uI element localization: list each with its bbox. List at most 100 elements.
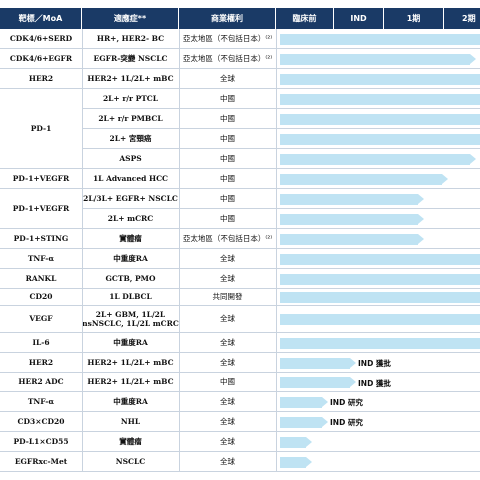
- row-target: VEGF: [29, 314, 53, 324]
- row-indication: 實體瘤: [119, 233, 142, 243]
- row-target: PD-1: [30, 123, 52, 133]
- row-divider: [0, 451, 480, 452]
- row-target: IL-6: [32, 337, 50, 347]
- progress-arrow-icon: [322, 417, 328, 427]
- row-rights: 全球: [220, 273, 235, 283]
- row-rights: 中國: [220, 173, 235, 183]
- header-rights: 商業權利: [179, 8, 276, 29]
- progress-bar: [280, 292, 480, 303]
- progress-bar: [280, 437, 306, 448]
- row-rights: 全球: [220, 357, 235, 367]
- row-indication: HR+, HER2- BC: [96, 33, 165, 43]
- table-row: PD-1+STING 實體瘤 亞太地區（不包括日本）⁽²⁾: [0, 229, 480, 249]
- row-rights: 全球: [220, 253, 235, 263]
- progress-arrow-icon: [442, 174, 448, 184]
- row-indication: 2L+ r/r PTCL: [102, 93, 159, 103]
- table-row: PD-1+VEGFR 2L/3L+ EGFR+ NSCLC 中國: [0, 189, 480, 213]
- row-target: HER2 ADC: [18, 377, 64, 387]
- progress-bar: [280, 214, 418, 225]
- progress-arrow-icon: [418, 194, 424, 204]
- progress-bar: [280, 254, 480, 265]
- row-indication: EGFR-突變 NSCLC: [93, 53, 168, 63]
- progress-bar: [280, 457, 306, 468]
- table-row: HER2 HER2+ 1L/2L+ mBC 全球: [0, 69, 480, 89]
- row-divider: [0, 288, 480, 289]
- table-row: EGFRxc-Met NSCLC 全球: [0, 452, 480, 472]
- progress-bar: [280, 417, 322, 428]
- row-divider: [0, 391, 480, 392]
- header-preclinical: 臨床前: [276, 8, 334, 29]
- table-row: ASPS 中國: [0, 149, 480, 169]
- column-divider: [276, 29, 277, 472]
- row-indication: 1L DLBCL: [109, 292, 152, 302]
- row-rights: 全球: [220, 456, 235, 466]
- row-indication: HER2+ 1L/2L+ mBC: [87, 377, 174, 387]
- row-rights: 全球: [220, 337, 235, 347]
- row-rights: 中國: [220, 153, 235, 163]
- table-row: CD20 1L DLBCL 共同開發: [0, 289, 480, 306]
- progress-bar: [280, 377, 350, 388]
- row-divider: [0, 431, 480, 432]
- row-target: RANKL: [25, 273, 57, 283]
- table-row: PD-1 2L+ r/r PTCL 中國: [0, 89, 480, 133]
- progress-arrow-icon: [418, 214, 424, 224]
- row-target: TNF-α: [27, 253, 55, 263]
- table-row: HER2 HER2+ 1L/2L+ mBC 全球 IND 獲批: [0, 353, 480, 373]
- progress-bar: [280, 234, 418, 245]
- row-divider: [0, 248, 480, 249]
- table-row: CDK4/6+SERD HR+, HER2- BC 亞太地區（不包括日本）⁽²⁾: [0, 29, 480, 49]
- table-row: TNF-α 中重度RA 全球: [0, 249, 480, 269]
- table-row: PD-L1×CD55 實體瘤 全球: [0, 432, 480, 452]
- progress-bar: [280, 194, 418, 205]
- table-row: 2L+ mCRC 中國: [0, 209, 480, 229]
- row-divider: [0, 188, 480, 189]
- row-divider: [0, 228, 480, 229]
- progress-arrow-icon: [322, 397, 328, 407]
- row-rights: 中國: [220, 377, 235, 387]
- row-target: PD-1+VEGFR: [12, 173, 70, 183]
- row-divider: [82, 108, 480, 109]
- row-divider: [82, 148, 480, 149]
- row-target: PD-L1×CD55: [13, 436, 69, 446]
- row-target: TNF-α: [27, 396, 55, 406]
- row-divider: [0, 68, 480, 69]
- row-indication: HER2+ 1L/2L+ mBC: [87, 73, 174, 83]
- header-target: 靶標／MoA: [0, 8, 82, 29]
- row-target: CDK4/6+EGFR: [9, 53, 73, 63]
- row-indication: ASPS: [119, 153, 142, 163]
- progress-arrow-icon: [350, 358, 356, 368]
- row-rights: 亞太地區（不包括日本）⁽²⁾: [182, 53, 273, 63]
- row-indication: 中重度RA: [113, 253, 148, 263]
- row-target: CD20: [29, 292, 53, 302]
- row-indication: GCTB, PMO: [105, 273, 156, 283]
- row-rights: 共同開發: [212, 292, 243, 302]
- row-divider: [0, 411, 480, 412]
- row-indication: 實體瘤: [119, 436, 142, 446]
- header-indication: 適應症**: [82, 8, 179, 29]
- row-indication: 中重度RA: [113, 337, 148, 347]
- progress-bar: [280, 358, 350, 369]
- row-status: IND 研究: [330, 418, 363, 427]
- table-row: VEGF 2L+ GBM, 1L/2L nsNSCLC, 1L/2L mCRC 全球: [0, 306, 480, 333]
- progress-bar: [280, 274, 480, 285]
- progress-arrow-icon: [470, 154, 476, 164]
- progress-bar: [280, 154, 470, 165]
- row-rights: 全球: [220, 314, 235, 324]
- progress-bar: [280, 174, 442, 185]
- row-indication: 2L+ mCRC: [107, 213, 154, 223]
- row-divider: [0, 332, 480, 333]
- progress-bar: [280, 54, 470, 65]
- column-divider: [82, 29, 83, 472]
- row-rights: 中國: [220, 133, 235, 143]
- row-target: CD3×CD20: [17, 416, 65, 426]
- row-status: IND 獲批: [358, 359, 391, 368]
- progress-bar: [280, 338, 480, 349]
- row-target: HER2: [28, 357, 54, 367]
- row-divider: [82, 128, 480, 129]
- progress-arrow-icon: [306, 437, 312, 447]
- header-phase1: 1期: [384, 8, 444, 29]
- header-phase2: 2期: [444, 8, 480, 29]
- row-divider: [82, 208, 480, 209]
- row-divider: [0, 48, 480, 49]
- progress-bar: [280, 314, 480, 325]
